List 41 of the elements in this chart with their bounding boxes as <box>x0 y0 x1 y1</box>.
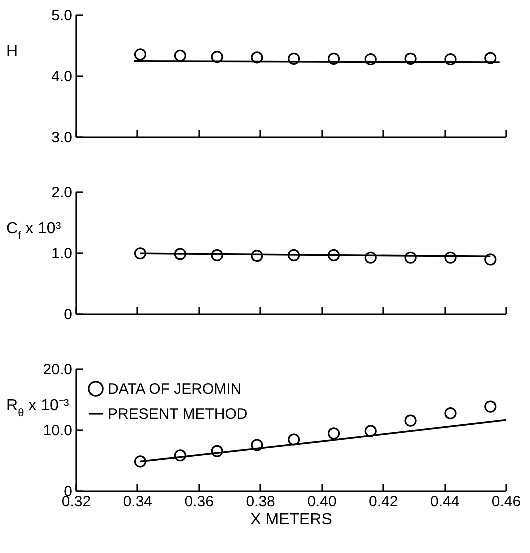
y-tick-label: 10.0 <box>43 422 72 440</box>
x-tick-label: 0.46 <box>492 494 522 510</box>
x-tick-label: 0.44 <box>430 494 460 510</box>
x-axis-title: X METERS <box>250 512 332 528</box>
x-tick-label: 0.38 <box>246 494 276 510</box>
legend-label: DATA OF JEROMIN <box>108 381 242 398</box>
legend-label: PRESENT METHOD <box>108 406 248 423</box>
point <box>211 249 224 262</box>
point <box>211 445 224 458</box>
point <box>174 248 186 260</box>
point <box>134 456 147 468</box>
y-tick-label: 20.0 <box>43 362 72 378</box>
y-tick-label: 2.0 <box>52 184 72 202</box>
y-tick-label: 3.0 <box>52 130 72 146</box>
point <box>404 252 417 264</box>
point <box>484 254 497 266</box>
point <box>174 450 186 462</box>
x-tick-label: 0.34 <box>123 494 153 510</box>
point <box>444 252 457 264</box>
point <box>364 252 377 264</box>
point <box>364 425 377 438</box>
point <box>288 249 300 262</box>
y-axis-title: C$_{f}$ x 10³ <box>6 220 62 242</box>
point <box>288 434 300 446</box>
y-tick-label: 4.0 <box>52 68 72 86</box>
y-axis-title: R$_{θ}$ x 10⁻³ <box>6 398 70 420</box>
point <box>251 439 264 452</box>
point <box>328 428 340 440</box>
y-axis-title: H <box>6 44 18 60</box>
point <box>404 414 417 427</box>
x-tick-label: 0.36 <box>184 494 214 510</box>
y-tick-label: 5.0 <box>52 8 72 24</box>
y-tick-label: 0 <box>64 306 72 324</box>
point <box>484 400 497 413</box>
x-tick-label: 0.42 <box>369 494 398 510</box>
point <box>328 249 340 262</box>
point <box>251 250 264 262</box>
point <box>134 248 147 260</box>
y-tick-label: 1.0 <box>52 246 72 262</box>
point <box>444 407 457 420</box>
x-tick-label: 0.40 <box>308 494 337 510</box>
